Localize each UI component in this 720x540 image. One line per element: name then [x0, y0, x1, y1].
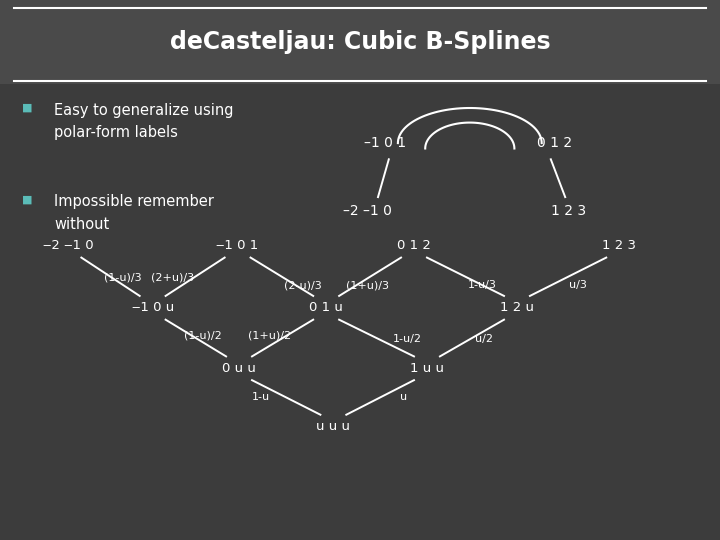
- Text: deCasteljau: Cubic B-Splines: deCasteljau: Cubic B-Splines: [170, 30, 550, 54]
- FancyBboxPatch shape: [0, 0, 720, 84]
- Text: 1 2 3: 1 2 3: [552, 204, 586, 218]
- Text: (2-u)/3: (2-u)/3: [284, 280, 322, 290]
- Text: 0 1 2: 0 1 2: [537, 136, 572, 150]
- Text: (1+u)/2: (1+u)/2: [248, 331, 292, 341]
- Text: u: u: [400, 392, 407, 402]
- Text: (1-u)/3: (1-u)/3: [104, 272, 142, 282]
- Text: (1-u)/2: (1-u)/2: [184, 331, 221, 341]
- Text: 1 2 3: 1 2 3: [602, 239, 636, 252]
- Text: u/2: u/2: [475, 334, 493, 344]
- Text: 1-u: 1-u: [252, 392, 270, 402]
- Text: 1-u/3: 1-u/3: [468, 280, 497, 290]
- Text: ■: ■: [22, 194, 32, 205]
- Text: Easy to generalize using
polar-form labels: Easy to generalize using polar-form labe…: [54, 103, 233, 140]
- Text: 1 u u: 1 u u: [410, 362, 444, 375]
- Text: ‒1 0 u: ‒1 0 u: [132, 301, 174, 314]
- Text: 0 u u: 0 u u: [222, 362, 256, 375]
- Text: 1-u/2: 1-u/2: [392, 334, 421, 344]
- Text: 0 1 u: 0 1 u: [309, 301, 343, 314]
- Text: –1 0 1: –1 0 1: [364, 136, 406, 150]
- Text: (2+u)/3: (2+u)/3: [151, 272, 194, 282]
- Text: 1 2 u: 1 2 u: [500, 301, 534, 314]
- Text: ‒2 ‒1 0: ‒2 ‒1 0: [43, 239, 94, 252]
- Text: (1+u)/3: (1+u)/3: [346, 280, 389, 290]
- Text: ■: ■: [22, 103, 32, 113]
- Text: –2 –1 0: –2 –1 0: [343, 204, 392, 218]
- Text: u u u: u u u: [316, 420, 351, 433]
- Text: u/3: u/3: [569, 280, 587, 290]
- Text: ‒1 0 1: ‒1 0 1: [217, 239, 258, 252]
- Text: 0 1 2: 0 1 2: [397, 239, 431, 252]
- Text: Impossible remember
without: Impossible remember without: [54, 194, 214, 232]
